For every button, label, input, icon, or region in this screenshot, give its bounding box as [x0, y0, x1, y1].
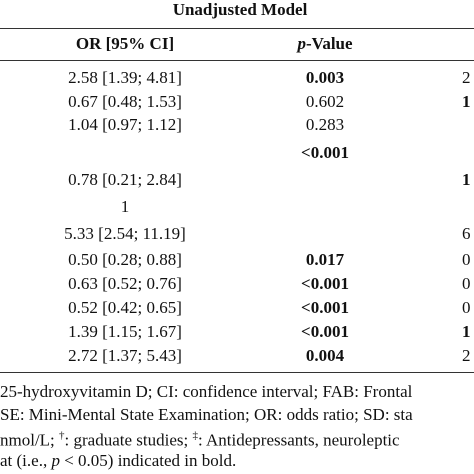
table-cell: 0.67 [0.48; 1.53] [68, 92, 182, 111]
text-run: -Value [305, 34, 353, 53]
table-cell: 2 [462, 346, 471, 365]
table-cell: 0.004 [305, 346, 345, 365]
rule [0, 28, 474, 29]
table-cell: 0.003 [305, 68, 345, 87]
table-cell: 0.78 [0.21; 2.84] [68, 170, 182, 189]
footnote-line: 25-hydroxyvitamin D; CI: confidence inte… [0, 382, 412, 402]
table-cell: <0.001 [301, 143, 349, 162]
text-run: p [51, 451, 60, 470]
text-run: p [297, 34, 306, 53]
text-run: ‡ [192, 429, 198, 442]
footnote-line: nmol/L; †: graduate studies; ‡: Antidepr… [0, 426, 400, 451]
table-cell: <0.001 [301, 274, 349, 293]
table-cell: 0.50 [0.28; 0.88] [68, 250, 182, 269]
table-cell: 0 [462, 298, 471, 317]
footnote-line: SE: Mini-Mental State Examination; OR: o… [0, 405, 413, 425]
table-cell: 2.72 [1.37; 5.43] [68, 346, 182, 365]
table-cell: 0.63 [0.52; 0.76] [68, 274, 182, 293]
text-run: at (i.e., [0, 451, 52, 470]
table-cell: 1 [462, 92, 471, 111]
table-cell: 1 [462, 170, 471, 189]
column-header: OR [95% CI] [76, 34, 174, 54]
text-run: : Antidepressants, neuroleptic [197, 430, 400, 450]
column-header: p-Value [297, 34, 352, 54]
group-header: Unadjusted Model [172, 0, 308, 19]
table-cell: 1 [120, 197, 130, 216]
table-cell: 2 [462, 68, 471, 87]
table-cell: 0 [462, 274, 471, 293]
rule [0, 60, 474, 61]
text-run: † [59, 429, 65, 442]
table-cell: 2.58 [1.39; 4.81] [68, 68, 182, 87]
text-run: SE: Mini-Mental State Examination; OR: o… [0, 405, 413, 424]
text-run: : graduate studies; [64, 430, 193, 450]
table-cell: 0.017 [305, 250, 345, 269]
table-cell: 0.602 [305, 92, 345, 111]
table-cell: 1 [462, 322, 471, 341]
rule [0, 372, 474, 373]
table-cell: <0.001 [301, 298, 349, 317]
footnote-line: at (i.e., p < 0.05) indicated in bold. [0, 451, 236, 471]
table-cell: 0.283 [305, 115, 345, 134]
text-run: 25-hydroxyvitamin D; CI: confidence inte… [0, 382, 413, 401]
text-run: nmol/L; [0, 430, 60, 450]
text-run: < 0.05) indicated in bold. [59, 451, 237, 470]
table-cell: 0.52 [0.42; 0.65] [68, 298, 182, 317]
table-cell: 1.39 [1.15; 1.67] [68, 322, 182, 341]
table-cell: 0 [462, 250, 471, 269]
table-cell: 1.04 [0.97; 1.12] [68, 115, 182, 134]
table-cell: <0.001 [301, 322, 349, 341]
table-cell: 6 [462, 224, 471, 243]
text-run: OR [95% CI] [75, 34, 175, 53]
table-cell: 5.33 [2.54; 11.19] [64, 224, 186, 243]
